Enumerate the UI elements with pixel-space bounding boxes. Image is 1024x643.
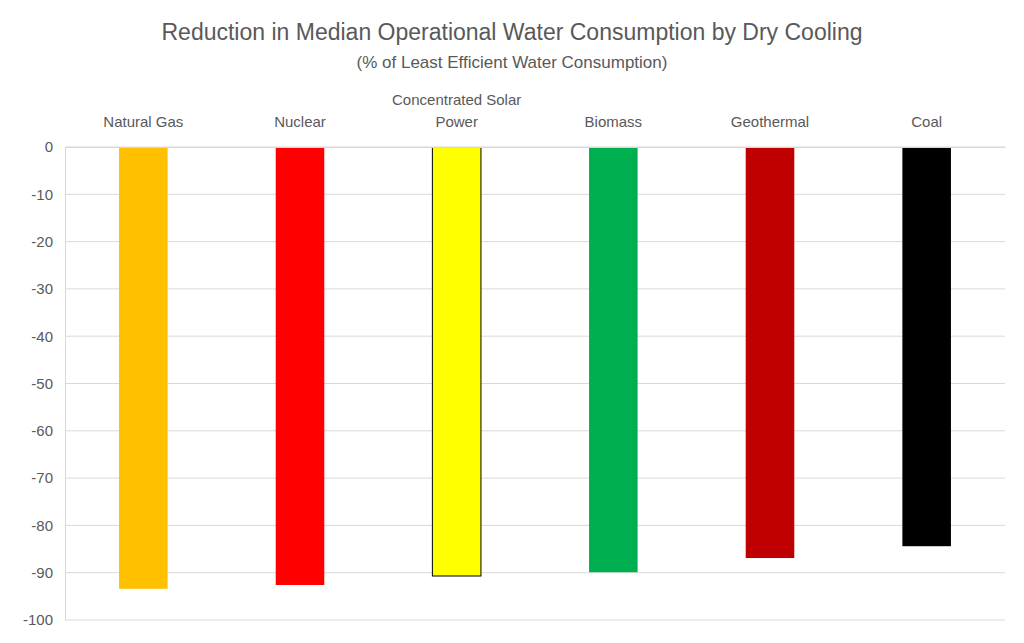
x-tick-label: Biomass	[585, 113, 643, 130]
y-tick-label: -30	[31, 280, 53, 297]
y-axis-line	[65, 148, 66, 621]
y-tick: -20	[31, 233, 65, 250]
y-tick-label: -100	[23, 611, 53, 628]
grid	[65, 147, 1005, 620]
bar	[276, 147, 325, 585]
y-tick: -90	[31, 564, 65, 581]
y-tick: -80	[31, 517, 65, 534]
grid-line	[65, 572, 1005, 573]
y-tick: -100	[23, 611, 65, 628]
grid-line	[65, 288, 1005, 289]
title: Reduction in Median Operational Water Co…	[162, 19, 863, 45]
y-tick-label: -50	[31, 375, 53, 392]
subtitle: (% of Least Efficient Water Consumption)	[357, 53, 668, 72]
y-tick: -40	[31, 328, 65, 345]
grid-line	[65, 478, 1005, 479]
grid-line	[65, 241, 1005, 242]
grid-line	[65, 194, 1005, 195]
y-tick: -10	[31, 186, 65, 203]
x-tick: Geothermal	[731, 113, 809, 130]
y-tick-label: 0	[45, 138, 53, 155]
grid-line	[65, 383, 1005, 384]
grid-line	[65, 525, 1005, 526]
x-tick: Natural Gas	[103, 113, 183, 130]
y-tick: -70	[31, 469, 65, 486]
y-tick-label: -40	[31, 328, 53, 345]
x-tick: Biomass	[585, 113, 643, 130]
bar	[902, 147, 951, 546]
x-tick: Nuclear	[274, 113, 326, 130]
bar	[432, 147, 481, 576]
y-tick: -30	[31, 280, 65, 297]
y-tick-label: -80	[31, 517, 53, 534]
x-axis-line	[66, 147, 1006, 148]
y-tick-label: -70	[31, 469, 53, 486]
x-tick-label: Geothermal	[731, 113, 809, 130]
bar	[119, 147, 168, 589]
x-tick-label: Concentrated Solar Power	[392, 91, 521, 130]
grid-line	[65, 620, 1005, 621]
y-tick-label: -60	[31, 422, 53, 439]
y-tick: 0	[45, 138, 65, 155]
bar	[589, 147, 638, 572]
x-tick: Concentrated Solar Power	[392, 91, 521, 130]
bar	[746, 147, 795, 558]
y-tick-label: -20	[31, 233, 53, 250]
grid-line	[65, 430, 1005, 431]
x-tick-label: Nuclear	[274, 113, 326, 130]
grid-line	[65, 336, 1005, 337]
chart: Reduction in Median Operational Water Co…	[0, 0, 1024, 643]
grid-line	[65, 147, 1005, 148]
y-axis: 0 -10 -20 -30 -40 -50 -60 -70 -80 -90 -100	[23, 138, 66, 628]
x-tick: Coal	[911, 113, 942, 130]
x-tick-label-line: Power	[435, 113, 478, 130]
plot: 0 -10 -20 -30 -40 -50 -60 -70 -80 -90 -100 Natural …	[23, 91, 1006, 628]
bars	[119, 147, 951, 589]
x-axis: Natural Gas Nuclear Concentrated Solar Powe…	[66, 91, 1006, 148]
y-tick: -50	[31, 375, 65, 392]
y-tick-label: -90	[31, 564, 53, 581]
x-tick-label: Natural Gas	[103, 113, 183, 130]
x-tick-label: Coal	[911, 113, 942, 130]
x-tick-label-line: Concentrated Solar	[392, 91, 521, 108]
y-tick-label: -10	[31, 186, 53, 203]
y-tick: -60	[31, 422, 65, 439]
